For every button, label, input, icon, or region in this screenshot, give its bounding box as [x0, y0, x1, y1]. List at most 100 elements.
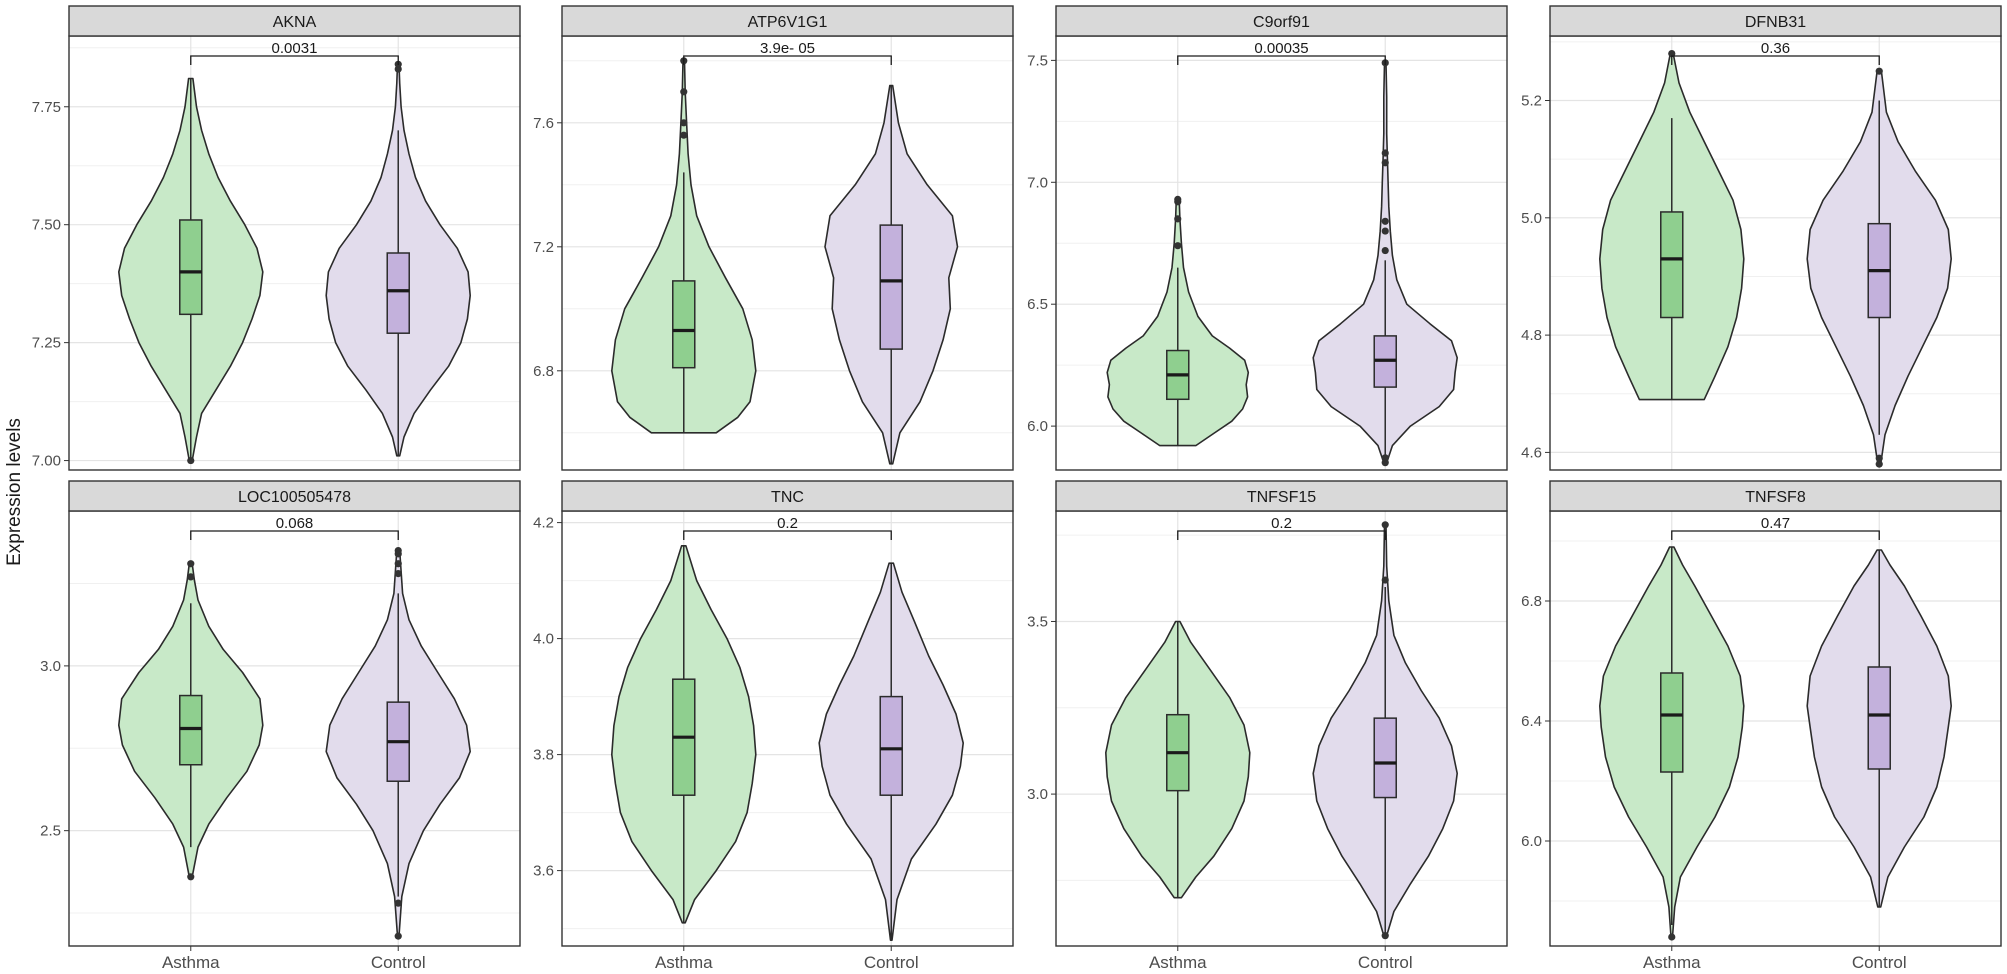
y-tick-label: 3.5 — [1027, 613, 1048, 630]
labels: 7.00 7.25 7.50 7.75 AKNA 0.0031 6.8 7.2 7.6 ATP6V… — [32, 14, 1907, 972]
outlier-point — [1381, 149, 1389, 157]
y-tick-label: 6.4 — [1521, 713, 1542, 730]
facet-title: AKNA — [273, 14, 317, 31]
facet-title: ATP6V1G1 — [748, 14, 828, 31]
outlier-point — [680, 131, 688, 139]
p-value-label: 0.068 — [276, 515, 314, 532]
outlier-point — [1381, 454, 1389, 462]
outlier-point — [1381, 159, 1389, 167]
outlier-point — [394, 546, 402, 555]
outlier-point — [394, 560, 402, 568]
box-control — [386, 252, 410, 334]
y-tick-label: 6.0 — [1521, 833, 1542, 850]
p-value-label: 3.9e- 05 — [760, 40, 815, 57]
y-tick-label: 6.5 — [1027, 296, 1048, 313]
y-tick-label: 4.8 — [1521, 327, 1542, 344]
outlier-point — [680, 119, 688, 127]
outlier-point — [1381, 521, 1389, 529]
outlier-point — [187, 873, 195, 881]
panel-frames — [64, 5, 2002, 951]
outlier-point — [187, 456, 195, 465]
y-tick-label: 7.0 — [1027, 174, 1048, 191]
facet-title: C9orf91 — [1253, 14, 1310, 31]
y-tick-label: 4.0 — [533, 631, 554, 648]
significance-bracket — [683, 530, 892, 540]
facet-strip — [1549, 5, 2002, 37]
outlier-point — [394, 932, 402, 940]
box-asthma — [179, 219, 203, 316]
facet-title: TNC — [771, 489, 804, 506]
y-tick-label: 7.50 — [32, 217, 61, 234]
facet-strip — [1549, 480, 2002, 512]
p-value-label: 0.2 — [777, 515, 798, 532]
y-tick-label: 4.6 — [1521, 444, 1542, 461]
outlier-point — [1381, 932, 1389, 940]
outlier-point — [187, 560, 195, 568]
outlier-point — [680, 88, 688, 96]
x-tick-label: Control — [371, 953, 426, 972]
y-tick-label: 6.8 — [1521, 593, 1542, 610]
significance-bracket — [1671, 55, 1880, 65]
p-value-label: 0.36 — [1761, 40, 1790, 57]
y-axis-label: Expression levels — [4, 418, 25, 566]
outlier-point — [1875, 460, 1883, 468]
significance-bracket — [190, 55, 399, 65]
p-value-label: 0.0031 — [272, 40, 318, 57]
y-tick-label: 3.0 — [40, 658, 61, 675]
outlier-point — [187, 573, 195, 581]
y-tick-label: 5.2 — [1521, 93, 1542, 110]
outlier-point — [1668, 933, 1676, 941]
outlier-point — [1875, 67, 1883, 75]
facet-title: TNFSF15 — [1247, 489, 1316, 506]
outlier-point — [394, 899, 402, 907]
y-tick-label: 3.6 — [533, 863, 554, 880]
outlier-point — [1381, 217, 1389, 225]
significance-bracket — [1177, 55, 1386, 65]
box-asthma — [672, 280, 696, 369]
y-tick-label: 7.25 — [32, 335, 61, 352]
boxplots — [179, 49, 1891, 941]
significance-bracket — [1671, 530, 1880, 540]
box-control — [1373, 717, 1397, 799]
box-control — [879, 695, 903, 796]
y-tick-label: 7.75 — [32, 99, 61, 116]
x-tick-label: Asthma — [1643, 953, 1701, 972]
x-tick-label: Asthma — [1149, 953, 1207, 972]
facet-title: TNFSF8 — [1745, 489, 1806, 506]
y-tick-label: 4.2 — [533, 515, 554, 532]
outlier-point — [394, 570, 402, 578]
facet-strip — [1055, 480, 1508, 512]
facet-title: DFNB31 — [1745, 14, 1806, 31]
outlier-point — [1381, 246, 1389, 255]
facet-title: LOC100505478 — [238, 489, 351, 506]
y-tick-label: 5.0 — [1521, 210, 1542, 227]
outlier-point — [1174, 242, 1182, 250]
box-asthma — [1660, 672, 1684, 773]
significance-bracket — [683, 55, 892, 65]
box-control — [879, 224, 903, 350]
y-tick-label: 7.2 — [533, 239, 554, 256]
facet-strip — [68, 480, 521, 512]
outlier-point — [1381, 227, 1389, 235]
outlier-point — [1875, 454, 1883, 462]
outlier-point — [1381, 576, 1389, 584]
box-asthma — [1660, 211, 1684, 319]
x-tick-label: Asthma — [655, 953, 713, 972]
y-tick-label: 7.00 — [32, 453, 61, 470]
y-tick-label: 2.5 — [40, 823, 61, 840]
y-tick-label: 3.0 — [1027, 786, 1048, 803]
y-tick-label: 6.0 — [1027, 418, 1048, 435]
outlier-point — [1174, 215, 1182, 223]
y-tick-label: 7.5 — [1027, 52, 1048, 69]
p-value-label: 0.47 — [1761, 515, 1790, 532]
x-tick-label: Control — [864, 953, 919, 972]
outlier-point — [1174, 195, 1182, 203]
box-asthma — [179, 694, 203, 766]
x-tick-label: Control — [1358, 953, 1413, 972]
facet-strip — [1055, 5, 1508, 37]
p-value-label: 0.2 — [1271, 515, 1292, 532]
y-tick-label: 3.8 — [533, 747, 554, 764]
significance-bracket — [1177, 530, 1386, 540]
y-tick-label: 6.8 — [533, 363, 554, 380]
